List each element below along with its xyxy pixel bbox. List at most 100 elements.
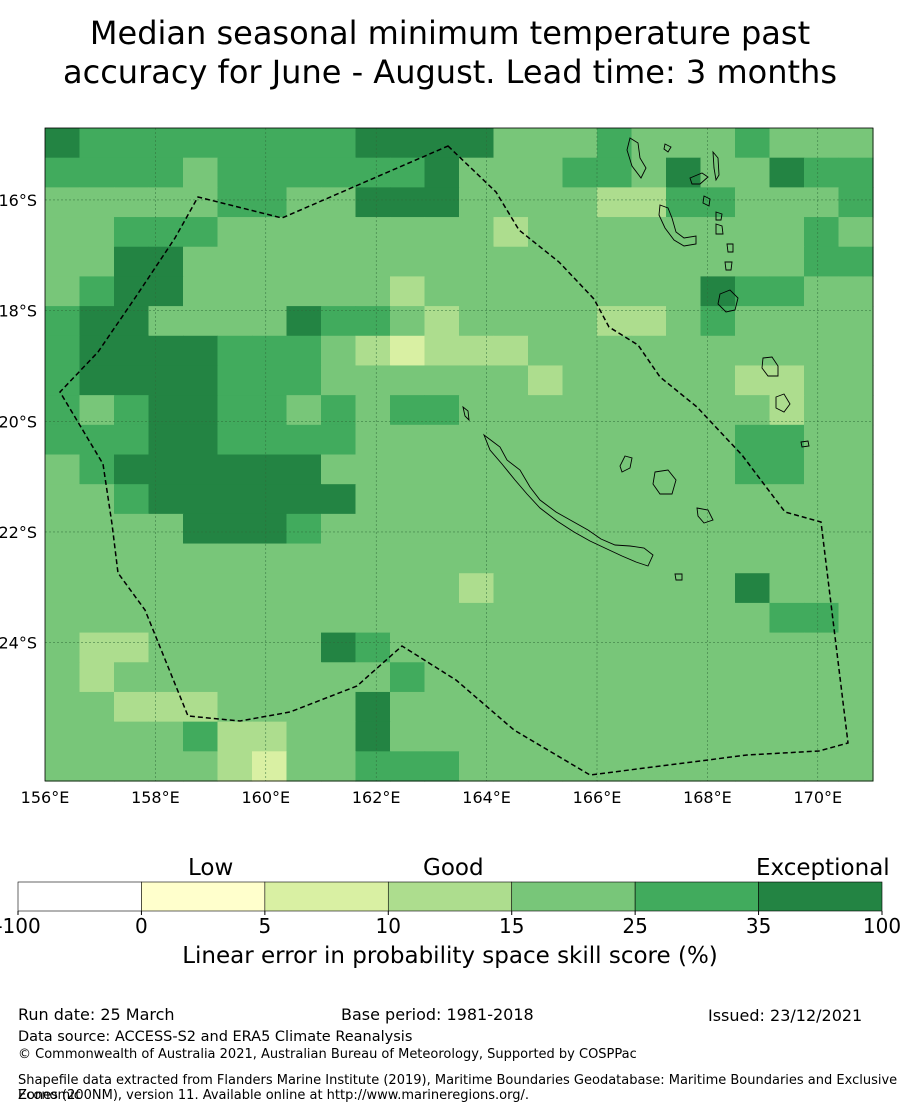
grid-cell (631, 751, 667, 782)
grid-cell (666, 246, 702, 278)
grid-cell (321, 128, 357, 159)
grid-cell (562, 157, 598, 188)
eez-boundary (59, 145, 849, 776)
grid-cell (390, 721, 426, 752)
grid-cell (666, 543, 702, 574)
grid-cell (666, 484, 702, 515)
grid-cell (459, 128, 495, 159)
grid-cell (838, 365, 874, 396)
grid-cell (148, 751, 184, 782)
grid-cell (838, 543, 874, 574)
grid-cell (390, 454, 426, 485)
grid-cell (217, 662, 253, 693)
grid-cell (562, 691, 598, 723)
longitude-tick-label: 170°E (793, 788, 842, 807)
grid-cell (390, 365, 426, 396)
grid-cell (493, 187, 529, 218)
grid-cell (528, 187, 564, 218)
grid-cell (252, 573, 288, 604)
grid-cell (631, 424, 667, 456)
grid-cell (424, 306, 460, 337)
longitude-tick-label: 158°E (131, 788, 180, 807)
grid-cell (528, 424, 564, 456)
grid-cell (183, 632, 219, 663)
grid-cell (700, 602, 736, 634)
grid-cell (562, 721, 598, 752)
grid-cell (666, 662, 702, 693)
grid-cell (286, 484, 322, 515)
grid-cell (79, 128, 115, 159)
grid-cell (183, 395, 219, 426)
grid-cell (148, 484, 184, 515)
grid-cell (597, 691, 633, 723)
latitude-tick-label: 24°S (0, 634, 37, 653)
grid-cell (252, 365, 288, 396)
grid-cell (252, 217, 288, 248)
grid-cell (252, 306, 288, 337)
grid-cell (321, 602, 357, 634)
grid-cell (355, 632, 391, 663)
grid-cell (804, 335, 840, 367)
grid-cell (252, 246, 288, 278)
grid-cell (838, 246, 874, 278)
grid-cell (562, 217, 598, 248)
grid-cell (666, 365, 702, 396)
grid-cell (217, 395, 253, 426)
grid-cell (217, 751, 253, 782)
grid-cell (390, 543, 426, 574)
grid-cell (183, 157, 219, 188)
grid-cell (631, 543, 667, 574)
grid-cell (79, 602, 115, 634)
grid-cell (390, 395, 426, 426)
grid-cell (424, 513, 460, 545)
grid-cell (321, 335, 357, 367)
grid-cell (79, 751, 115, 782)
grid-cell (631, 662, 667, 693)
grid-cell (321, 365, 357, 396)
grid-cell (493, 246, 529, 278)
grid-cell (804, 365, 840, 396)
grid-cell (148, 662, 184, 693)
grid-cell (459, 424, 495, 456)
grid-cell (148, 157, 184, 188)
grid-cell (183, 306, 219, 337)
grid-cell (769, 454, 805, 485)
colorbar-tick-label: 10 (376, 914, 401, 938)
category-label-low: Low (188, 855, 234, 881)
grid-cell (321, 454, 357, 485)
latitude-tick-label: 22°S (0, 523, 37, 542)
island-small-4 (724, 261, 733, 271)
grid-cell (769, 543, 805, 574)
grid-cell (286, 543, 322, 574)
grid-cell (79, 543, 115, 574)
grid-cell (838, 217, 874, 248)
grid-cell (597, 721, 633, 752)
grid-cell (493, 157, 529, 188)
grid-cell (735, 751, 771, 782)
longitude-tick-label: 168°E (683, 788, 732, 807)
island-small-2 (702, 195, 711, 207)
grid-cell (114, 721, 150, 752)
grid-cell (493, 543, 529, 574)
island-pines (674, 573, 683, 581)
grid-cell (804, 217, 840, 248)
grid-cell (79, 395, 115, 426)
island-small-3 (726, 243, 734, 253)
grid-cell (252, 721, 288, 752)
grid-cell (390, 335, 426, 367)
grid-cell (804, 751, 840, 782)
grid-cell (114, 454, 150, 485)
grid-cell (424, 217, 460, 248)
grid-cell (597, 543, 633, 574)
grid-cell (355, 484, 391, 515)
grid-cell (424, 276, 460, 307)
grid-cell (45, 217, 81, 248)
grid-cell (321, 157, 357, 188)
grid-cell (631, 602, 667, 634)
grid-cell (597, 157, 633, 188)
grid-cell (217, 365, 253, 396)
grid-cell (838, 484, 874, 515)
grid-cell (769, 217, 805, 248)
grid-cell (769, 484, 805, 515)
grid-cell (355, 662, 391, 693)
